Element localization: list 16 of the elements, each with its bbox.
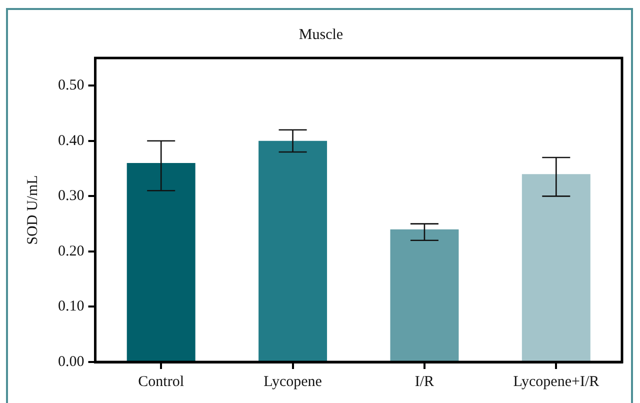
bar (390, 229, 459, 361)
y-tick-label: 0.40 (58, 132, 84, 149)
chart-title: Muscle (298, 26, 344, 43)
y-tick-label: 0.00 (58, 354, 84, 370)
x-tick-label: I/R (414, 374, 434, 390)
bar (522, 174, 590, 361)
bar (258, 140, 328, 361)
y-tick-label: 0.50 (58, 78, 84, 94)
x-tick-label: Control (138, 374, 184, 390)
y-tick-label: 0.30 (58, 188, 84, 204)
y-tick-label: 0.10 (58, 298, 84, 315)
y-axis-title: SOD U/mL (24, 175, 41, 245)
y-tick-label: 0.20 (58, 243, 84, 260)
bar (126, 163, 196, 361)
x-tick-label: Lycopene+I/R (513, 374, 600, 390)
x-tick-label: Lycopene (264, 374, 322, 390)
